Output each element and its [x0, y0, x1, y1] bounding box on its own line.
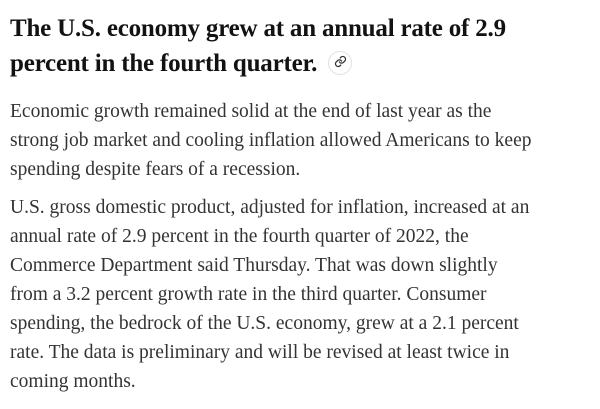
paragraph-2-line-5: spending, the bedrock of the U.S. econom…	[10, 313, 519, 334]
paragraph-2-line-4: from a 3.2 percent growth rate in the th…	[10, 284, 487, 305]
headline-line-2: percent in the fourth quarter.	[10, 50, 318, 77]
paragraph-2-line-2: annual rate of 2.9 percent in the fourth…	[10, 226, 469, 247]
paragraph-2-line-3: Commerce Department said Thursday. That …	[10, 255, 498, 276]
paragraph-2-line-1: U.S. gross domestic product, adjusted fo…	[10, 197, 530, 218]
headline-line-1: The U.S. economy grew at an annual rate …	[10, 15, 506, 42]
paragraph-1-line-3: spending despite fears of a recession.	[10, 159, 301, 180]
paragraph-1-line-1: Economic growth remained solid at the en…	[10, 101, 492, 122]
link-icon	[334, 55, 347, 71]
paragraph-1: Economic growth remained solid at the en…	[10, 97, 590, 184]
headline-line-2-wrap: percent in the fourth quarter.	[10, 46, 590, 81]
copy-link-button[interactable]	[328, 51, 353, 75]
paragraph-1-line-2: strong job market and cooling inflation …	[10, 130, 532, 151]
article-headline: The U.S. economy grew at an annual rate …	[10, 11, 590, 81]
paragraph-2-line-7: coming months.	[10, 371, 136, 392]
paragraph-2-line-6: rate. The data is preliminary and will b…	[10, 342, 510, 363]
paragraph-2: U.S. gross domestic product, adjusted fo…	[10, 193, 590, 396]
